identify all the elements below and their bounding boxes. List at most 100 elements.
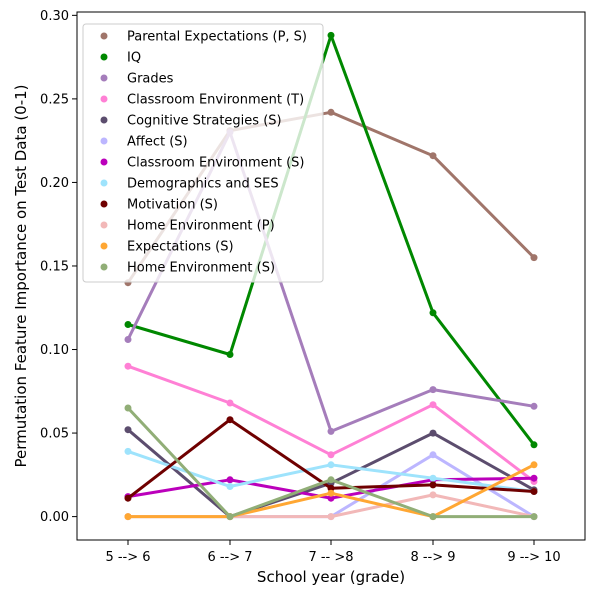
y-tick-label: 0.05 [40,427,69,442]
legend-item: Classroom Environment (T) [100,93,304,108]
legend-item: Grades [100,72,174,87]
data-point [226,483,234,490]
data-point [124,447,132,455]
series-6 [124,474,538,502]
legend-marker [100,32,108,40]
legend-label: Cognitive Strategies (S) [127,114,282,129]
data-point [226,399,234,407]
legend-item: Expectations (S) [100,240,234,255]
legend-label: IQ [127,51,141,66]
x-tick-label: 9 --> 10 [507,550,560,565]
data-point [226,476,234,484]
data-point [530,488,538,495]
x-tick-label: 6 --> 7 [207,550,252,565]
legend-item: Classroom Environment (S) [100,156,305,171]
data-point [124,321,132,328]
legend-marker [100,53,108,61]
data-point [429,401,437,409]
legend-item: IQ [100,51,141,66]
y-tick-label: 0.10 [40,343,69,358]
data-point [327,484,335,492]
legend-item: Home Environment (S) [100,261,275,276]
y-tick-label: 0.15 [40,259,69,274]
y-tick-label: 0.20 [40,176,69,191]
data-point [530,513,538,521]
data-point [327,494,335,502]
data-point [327,476,335,484]
legend-marker [100,179,108,187]
data-point [124,426,132,434]
series-4 [124,426,538,521]
data-point [124,362,132,370]
series-8 [124,416,538,502]
data-point [429,513,437,521]
axis-layer: 0.00 0.05 0.10 0.15 0.20 0.25 0.30 5 --> 6 6 -->… [40,9,561,565]
data-point [429,451,437,459]
legend-label: Home Environment (S) [127,261,275,276]
legend-marker [100,200,108,208]
legend-marker [100,137,108,145]
legend-marker [100,116,108,124]
data-point [429,491,437,499]
data-point [530,474,538,482]
data-point [124,336,132,343]
data-point [429,481,437,489]
x-tick-label: 7 -- >8 [308,550,353,565]
legend-item: Motivation (S) [100,198,218,213]
x-tick-label: 8 --> 9 [410,550,455,565]
legend-marker [100,74,108,82]
legend-label: Motivation (S) [127,198,218,213]
data-point [226,513,234,521]
data-point [530,461,538,469]
y-tick-label: 0.00 [40,510,69,525]
data-point [530,254,538,262]
data-point [124,494,132,502]
legend-label: Home Environment (P) [127,219,275,234]
legend-item: Demographics and SES [100,177,279,192]
data-point [327,461,335,469]
legend-label: Demographics and SES [127,177,279,192]
legend-label: Parental Expectations (P, S) [127,30,307,45]
legend-marker [100,221,108,229]
data-point [124,404,132,412]
x-axis-label: School year (grade) [257,568,405,586]
data-point [530,402,538,410]
data-point [226,351,234,358]
x-tick-label: 5 --> 6 [105,550,150,565]
data-point [327,427,335,435]
data-point [327,31,335,39]
data-point [327,513,335,521]
legend-marker [100,242,108,250]
data-point [429,429,437,437]
data-point [530,441,538,449]
legend-item: Cognitive Strategies (S) [100,114,282,129]
y-tick-label: 0.25 [40,92,69,107]
legend-item: Home Environment (P) [100,219,275,234]
data-point [327,451,335,459]
data-point [429,474,437,482]
legend-label: Expectations (S) [127,240,234,255]
data-point [124,513,132,521]
legend-box [82,23,324,283]
legend-label: Affect (S) [127,135,188,150]
series-1 [124,31,538,449]
legend: Parental Expectations (P, S) IQ Grades Clas… [82,23,324,283]
y-tick-label: 0.30 [40,9,69,24]
legend-label: Grades [127,72,174,87]
data-point [429,152,437,160]
data-point [327,108,335,116]
series-11 [124,404,538,521]
data-point [429,309,437,317]
legend-items: Parental Expectations (P, S) IQ Grades Clas… [100,30,307,276]
legend-marker [100,95,108,103]
legend-marker [100,263,108,271]
legend-item: Affect (S) [100,135,188,150]
data-point [327,489,335,497]
data-point [429,386,437,394]
legend-label: Classroom Environment (S) [127,156,305,171]
data-point [226,416,234,424]
legend-item: Parental Expectations (P, S) [100,30,307,45]
y-axis-label: Permutation Feature Importance on Test D… [12,84,30,467]
legend-label: Classroom Environment (T) [127,93,304,108]
